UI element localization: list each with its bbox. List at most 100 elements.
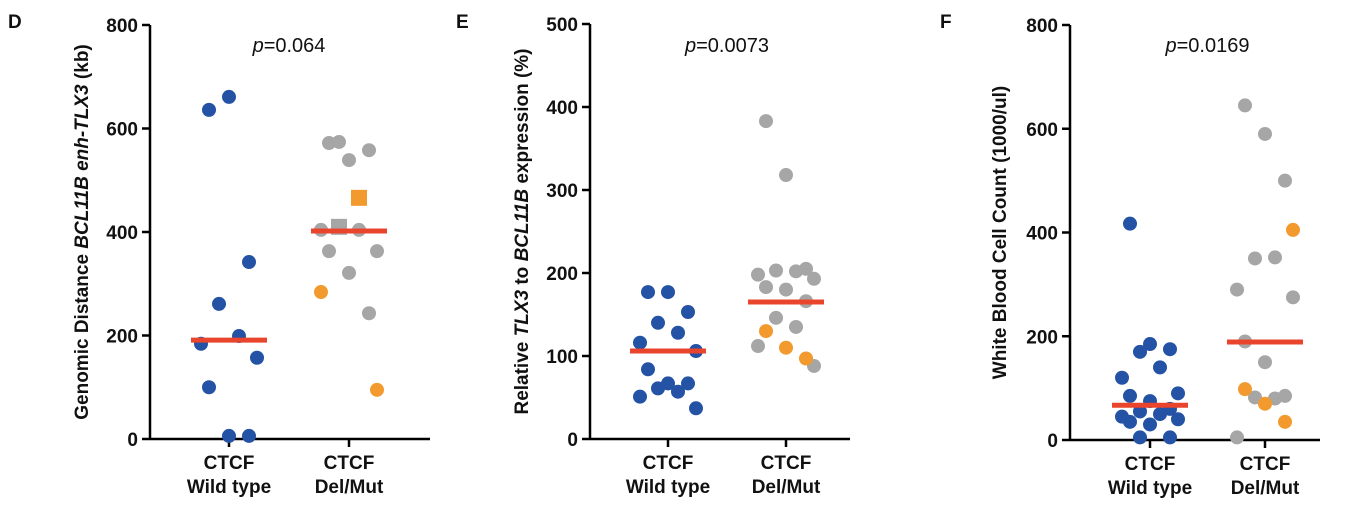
- data-point: [202, 102, 216, 117]
- data-point: [1248, 390, 1262, 405]
- data-point: [1238, 382, 1252, 397]
- data-point: [807, 271, 821, 286]
- y-tick-label: 400: [1026, 224, 1058, 245]
- y-axis-label-part: BCL11B enh-TLX3: [72, 84, 93, 249]
- y-tick-label: 0: [127, 430, 138, 451]
- x-tick-label: Wild type: [626, 477, 710, 498]
- data-point: [789, 319, 803, 334]
- y-axis-label: Relative TLX3 to BCL11B expression (%): [512, 48, 533, 414]
- x-tick-label: CTCF: [204, 453, 255, 474]
- data-point: [1163, 342, 1177, 357]
- data-point: [1115, 370, 1129, 385]
- y-tick-label: 600: [106, 120, 138, 141]
- p-value-part: =0.0073: [696, 35, 769, 57]
- data-point: [651, 381, 665, 396]
- data-point: [641, 285, 655, 300]
- data-point: [1123, 216, 1137, 231]
- data-point: [1286, 222, 1300, 237]
- data-point: [362, 306, 376, 321]
- panel-label: E: [456, 12, 469, 33]
- y-axis-label-part: Genomic Distance: [72, 249, 93, 420]
- data-point: [633, 335, 647, 350]
- data-point: [370, 382, 384, 397]
- panel-label: D: [8, 12, 22, 33]
- y-axis-label-part: TLX3: [512, 289, 533, 336]
- data-point: [1258, 396, 1272, 411]
- data-point: [1143, 337, 1157, 352]
- y-tick-label: 100: [546, 347, 578, 368]
- data-point: [242, 428, 256, 443]
- y-tick-label: 200: [546, 264, 578, 285]
- data-point: [1153, 407, 1167, 422]
- data-point: [633, 389, 647, 404]
- data-point: [789, 264, 803, 279]
- data-point: [250, 350, 264, 365]
- data-point: [661, 285, 675, 300]
- data-point: [362, 143, 376, 158]
- p-value: p=0.064: [252, 35, 326, 57]
- x-tick-label: CTCF: [761, 453, 812, 474]
- data-point: [641, 362, 655, 377]
- y-tick-label: 800: [1026, 16, 1058, 37]
- data-point: [689, 401, 703, 416]
- data-point: [1171, 412, 1185, 427]
- y-tick-label: 500: [546, 15, 578, 36]
- y-axis-label-part: White Blood Cell Count (1000/ul): [990, 86, 1011, 379]
- y-tick-label: 800: [106, 16, 138, 37]
- data-point: [1123, 414, 1137, 429]
- data-point: [202, 380, 216, 395]
- data-point: [1123, 388, 1137, 403]
- data-point: [651, 315, 665, 330]
- p-value: p=0.0073: [684, 35, 769, 57]
- x-tick-label: Del/Mut: [315, 477, 384, 498]
- data-point: [351, 189, 367, 206]
- data-point: [1133, 404, 1147, 419]
- data-point: [1278, 414, 1292, 429]
- y-tick-label: 400: [106, 223, 138, 244]
- x-tick-label: CTCF: [324, 453, 375, 474]
- y-tick-label: 200: [106, 327, 138, 348]
- x-tick-label: CTCF: [643, 453, 694, 474]
- data-point: [1278, 173, 1292, 188]
- p-value-part: =0.0169: [1177, 35, 1250, 57]
- data-point: [314, 285, 328, 300]
- y-axis-label: White Blood Cell Count (1000/ul): [990, 86, 1011, 379]
- data-point: [342, 265, 356, 280]
- y-axis-label-part: (kb): [72, 44, 93, 84]
- y-axis-label-part: expression (%): [512, 48, 533, 188]
- data-point: [799, 351, 813, 366]
- data-point: [751, 267, 765, 282]
- y-axis-label-part: BCL11B: [512, 189, 533, 262]
- data-point: [212, 296, 226, 311]
- data-point: [751, 339, 765, 354]
- p-value-part: p: [1165, 35, 1177, 57]
- data-point: [1238, 98, 1252, 113]
- data-point: [1258, 355, 1272, 370]
- x-tick-label: Del/Mut: [1231, 478, 1300, 499]
- data-point: [759, 324, 773, 339]
- data-point: [1163, 430, 1177, 445]
- data-point: [1133, 430, 1147, 445]
- data-point: [1268, 250, 1282, 265]
- data-point: [779, 168, 793, 183]
- y-axis-label-part: Relative: [512, 336, 533, 414]
- p-value-part: p: [684, 35, 696, 57]
- x-tick-label: CTCF: [1240, 454, 1291, 475]
- data-point: [681, 376, 695, 391]
- x-tick-label: Del/Mut: [752, 477, 821, 498]
- data-point: [769, 310, 783, 325]
- data-point: [1153, 360, 1167, 375]
- p-value-part: p: [252, 35, 264, 57]
- y-tick-label: 600: [1026, 120, 1058, 141]
- data-point: [342, 153, 356, 168]
- x-tick-label: CTCF: [1125, 454, 1176, 475]
- data-point: [1230, 430, 1244, 445]
- y-axis-label-part: to: [512, 261, 533, 290]
- data-point: [779, 340, 793, 355]
- data-point: [779, 282, 793, 297]
- y-tick-label: 0: [1047, 431, 1058, 452]
- data-point: [1258, 126, 1272, 141]
- data-point: [1133, 344, 1147, 359]
- data-point: [370, 244, 384, 259]
